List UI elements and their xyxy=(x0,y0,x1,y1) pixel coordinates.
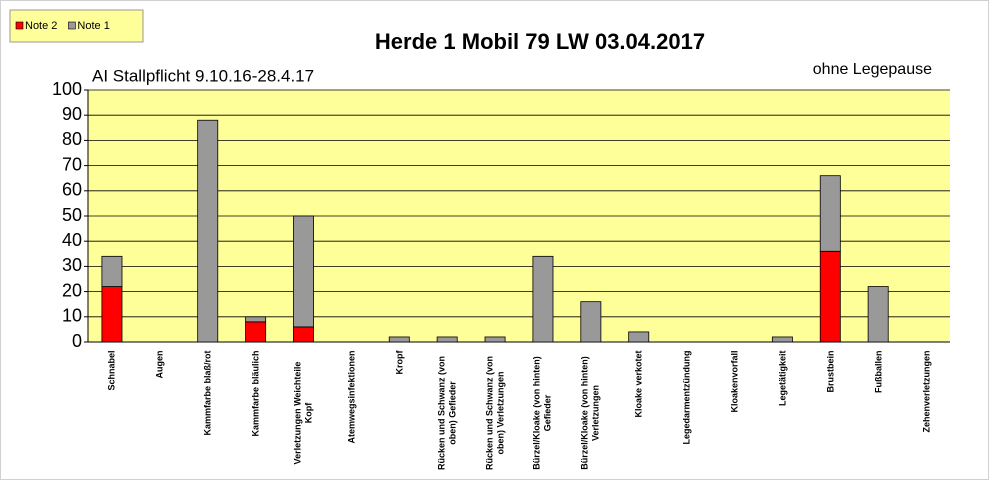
x-tick-label: Atemwegsinfektionen xyxy=(334,350,368,475)
x-tick-label: Kloake verkotet xyxy=(622,350,656,475)
x-tick-label: Brustbein xyxy=(813,350,847,475)
x-tick-text: Kloakenvorfall xyxy=(729,350,739,413)
x-tick-text: Kropf xyxy=(393,350,404,374)
bar-segment xyxy=(819,175,841,252)
x-tick-label: Legedarmentzündung xyxy=(670,350,704,475)
bar-segment xyxy=(197,119,219,343)
legend-swatch xyxy=(15,21,24,30)
y-tick-label: 30 xyxy=(62,255,82,275)
bar-segment xyxy=(819,250,841,343)
annotation: AI Stallpflicht 9.10.16-28.4.17 xyxy=(92,66,314,85)
x-tick-text: Kammfarbe bläulich xyxy=(250,350,261,437)
x-tick-text: Kloake verkotet xyxy=(633,350,644,418)
x-tick-text: Bürzel/Kloake (von hinten) Gefieder xyxy=(531,355,553,470)
bar-segment xyxy=(532,255,554,343)
bar-segment xyxy=(580,301,602,343)
x-tick-label: Fußballen xyxy=(861,350,895,475)
x-tick-text: Rücken und Schwanz (von oben) Gefieder xyxy=(436,355,458,470)
x-tick-label: Verletzungen Weichteile Kopf xyxy=(287,350,321,475)
annotation: ohne Legepause xyxy=(813,61,932,78)
bar-segment xyxy=(245,316,267,323)
bar-segment xyxy=(436,336,458,343)
bar-segment xyxy=(867,286,889,343)
y-tick-label: 70 xyxy=(62,154,82,174)
y-tick-label: 20 xyxy=(62,280,82,300)
y-tick-label: 60 xyxy=(62,180,82,200)
x-tick-label: Schnabel xyxy=(95,350,129,475)
x-tick-text: Rücken und Schwanz (von oben) Verletzung… xyxy=(484,355,506,470)
x-tick-label: Zehenverletzungen xyxy=(909,350,943,475)
legend xyxy=(9,9,144,43)
x-tick-label: Kammfarbe blaß/rot xyxy=(191,350,225,475)
y-tick-label: 80 xyxy=(62,129,82,149)
y-tick-label: 90 xyxy=(62,104,82,124)
x-tick-text: Fußballen xyxy=(872,350,883,393)
x-tick-label: Augen xyxy=(143,350,177,475)
bar-segment xyxy=(388,336,410,343)
legend-label: Note 1 xyxy=(77,20,109,32)
bar-segment xyxy=(101,286,123,343)
bar-segment xyxy=(101,255,123,287)
bar-segment xyxy=(293,326,314,343)
x-tick-label: Kammfarbe bläulich xyxy=(239,350,273,475)
y-tick-label: 40 xyxy=(62,230,82,250)
chart-title: Herde 1 Mobil 79 LW 03.04.2017 xyxy=(375,29,705,54)
bar-segment xyxy=(484,336,506,343)
y-tick-label: 50 xyxy=(62,205,82,225)
x-tick-text: Legedarmentzündung xyxy=(681,350,692,444)
bar-segment xyxy=(771,336,793,343)
x-tick-text: Verletzungen Weichteile Kopf xyxy=(292,361,314,464)
x-tick-text: Legetätigkeit xyxy=(776,350,787,406)
x-tick-text: Zehenverletzungen xyxy=(920,350,931,433)
x-tick-text: Atemwegsinfektionen xyxy=(345,350,356,444)
y-tick-label: 0 xyxy=(72,331,82,351)
x-tick-text: Augen xyxy=(154,350,165,378)
y-tick-label: 10 xyxy=(62,306,82,326)
bar-segment xyxy=(628,331,650,343)
x-tick-text: Bürzel/Kloake (von hinten) Verletzungen xyxy=(579,355,601,470)
x-tick-label: Rücken und Schwanz (von oben) Verletzung… xyxy=(478,350,512,475)
x-tick-text: Kammfarbe blaß/rot xyxy=(202,350,213,436)
y-tick-label: 100 xyxy=(52,79,82,99)
bar-segment xyxy=(245,321,267,343)
bar-segment xyxy=(293,215,314,328)
x-tick-text: Schnabel xyxy=(106,350,117,391)
x-tick-label: Bürzel/Kloake (von hinten) Gefieder xyxy=(526,350,560,475)
x-tick-label: Kropf xyxy=(382,350,416,475)
x-tick-text: Brustbein xyxy=(824,350,835,393)
legend-swatch xyxy=(68,21,76,30)
x-tick-label: Bürzel/Kloake (von hinten) Verletzungen xyxy=(574,350,608,475)
x-tick-label: Rücken und Schwanz (von oben) Gefieder xyxy=(430,350,464,475)
x-tick-label: Kloakenvorfall xyxy=(718,350,752,475)
x-tick-label: Legetätigkeit xyxy=(765,350,799,475)
legend-label: Note 2 xyxy=(25,20,57,32)
